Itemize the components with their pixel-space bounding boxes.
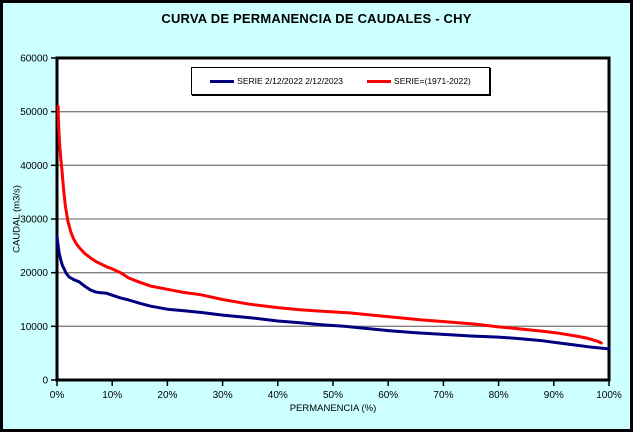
legend-item-serie-1971-2022: SERIE=(1971-2022) xyxy=(367,76,471,86)
series-line-0 xyxy=(55,234,611,351)
series-line-1 xyxy=(56,104,603,345)
x-tick-label: 100% xyxy=(596,390,622,401)
x-tick-label: 90% xyxy=(544,390,564,401)
x-axis-title: PERMANENCIA (%) xyxy=(289,403,377,414)
chart-title: CURVA DE PERMANENCIA DE CAUDALES - CHY xyxy=(161,11,472,26)
x-tick-label: 70% xyxy=(433,390,453,401)
red-line-swatch-icon xyxy=(367,79,392,83)
x-tick-label: 40% xyxy=(268,390,288,401)
y-axis-title: CAUDAL (m3/s) xyxy=(11,185,23,253)
legend-label: SERIE=(1971-2022) xyxy=(394,76,471,86)
legend-label: SERIE 2/12/2022 2/12/2023 xyxy=(237,76,344,86)
x-tick-label: 50% xyxy=(323,390,343,401)
legend-item-serie-2022-2023: SERIE 2/12/2022 2/12/2023 xyxy=(210,76,343,86)
x-tick-label: 20% xyxy=(157,390,177,401)
x-tick-label: 30% xyxy=(213,390,233,401)
x-tick-label: 80% xyxy=(489,390,509,401)
x-tick-label: 10% xyxy=(102,390,122,401)
y-tick-label: 30000 xyxy=(20,215,48,226)
x-tick-label: 0% xyxy=(50,390,65,401)
blue-line-swatch-icon xyxy=(210,79,235,83)
legend: SERIE 2/12/2022 2/12/2023 SERIE=(1971-20… xyxy=(191,67,490,95)
y-tick-label: 20000 xyxy=(20,268,48,279)
y-tick-label: 60000 xyxy=(20,54,48,65)
y-tick-label: 0 xyxy=(42,376,48,387)
y-tick-label: 40000 xyxy=(20,161,48,172)
x-tick-label: 60% xyxy=(378,390,398,401)
y-tick-label: 50000 xyxy=(20,107,48,118)
y-tick-label: 10000 xyxy=(20,322,48,333)
